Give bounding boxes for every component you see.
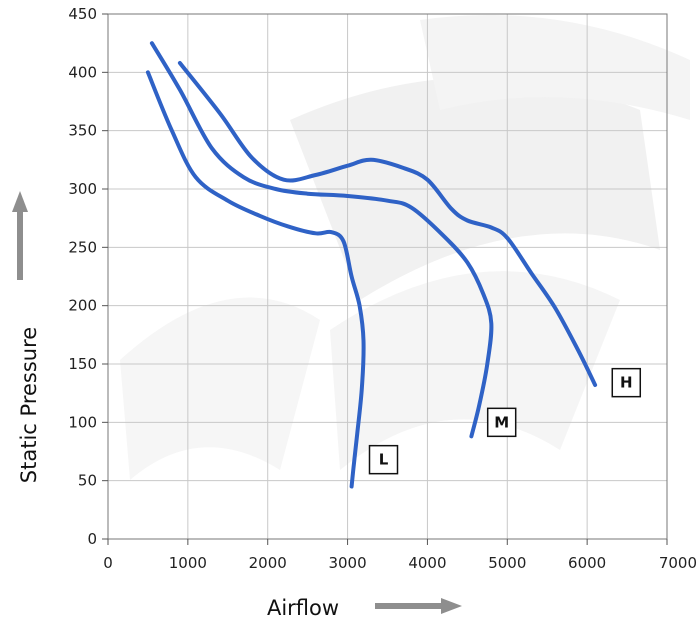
y-axis-arrow: [12, 191, 28, 280]
y-tick-label: 400: [68, 63, 97, 81]
y-tick-label: 450: [68, 5, 97, 23]
x-tick-label: 0: [103, 554, 113, 572]
y-tick-label: 0: [87, 530, 97, 548]
y-tick-label: 50: [78, 472, 97, 490]
x-tick-label: 6000: [568, 554, 606, 572]
y-tick-label: 100: [68, 413, 97, 431]
curve-label-text: M: [494, 413, 509, 431]
y-tick-label: 150: [68, 355, 97, 373]
x-tick-label: 4000: [408, 554, 446, 572]
curve-label-l: L: [368, 444, 399, 475]
curve-label-text: H: [620, 374, 633, 392]
series-line-h: [177, 61, 598, 387]
x-tick-label: 3000: [328, 554, 366, 572]
y-axis-ticks: 0 50 100 150 200 250 300 350 400 450: [68, 5, 108, 548]
x-axis-title: Airflow: [267, 596, 339, 620]
curve-label-box: [486, 407, 517, 438]
x-tick-label: 5000: [488, 554, 526, 572]
curve-label-h: H: [611, 367, 642, 398]
x-tick-label: 1000: [169, 554, 207, 572]
y-tick-label: 350: [68, 122, 97, 140]
curve-label-box: [611, 367, 642, 398]
series-line-l: [145, 70, 366, 489]
y-tick-label: 250: [68, 238, 97, 256]
series-lines: [145, 41, 598, 489]
x-axis-arrow: [375, 598, 462, 614]
plot-area-border: [107, 13, 668, 540]
y-axis-title: Static Pressure: [17, 327, 41, 483]
curve-label-m: M: [486, 407, 517, 438]
y-tick-label: 200: [68, 297, 97, 315]
y-tick-label: 300: [68, 180, 97, 198]
curve-label-box: [368, 444, 399, 475]
x-axis-ticks: 0 1000 2000 3000 4000 5000 6000 7000: [103, 539, 697, 572]
x-tick-label: 7000: [659, 554, 697, 572]
background-watermark: [120, 15, 690, 480]
curve-label-text: L: [379, 451, 389, 469]
series-line-m: [149, 41, 494, 439]
curve-labels: L M H: [368, 367, 642, 475]
x-tick-label: 2000: [249, 554, 287, 572]
